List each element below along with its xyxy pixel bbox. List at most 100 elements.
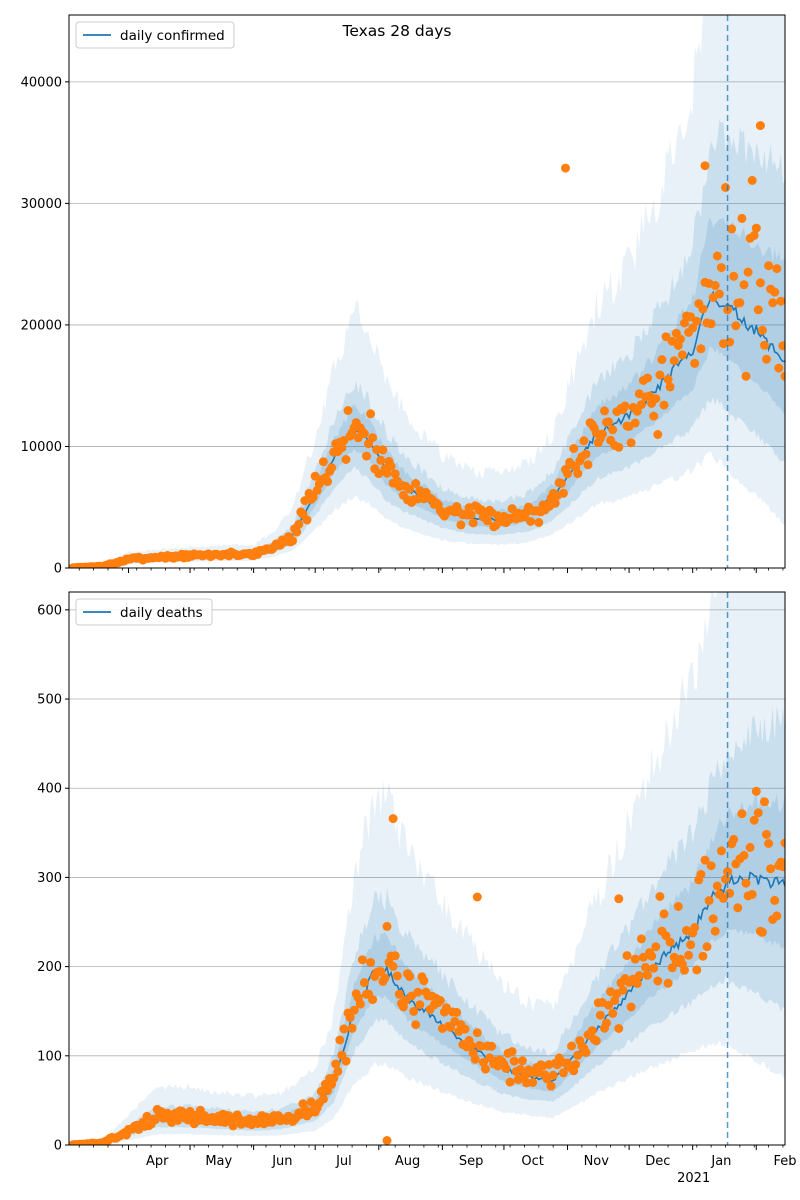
data-point (579, 436, 589, 446)
data-point (677, 350, 687, 360)
confirmed-chart: Texas 28 days 0 10000 20000 30000 40000 daily… (21, 14, 786, 577)
data-point (712, 251, 722, 261)
data-point (680, 318, 689, 328)
y-tick-label: 10000 (21, 440, 62, 455)
data-point (337, 443, 347, 453)
data-point (760, 797, 769, 807)
data-point (614, 1024, 624, 1033)
data-point (329, 1073, 339, 1083)
data-point (638, 952, 648, 962)
data-point (483, 516, 492, 526)
data-point (704, 896, 714, 906)
data-point (729, 271, 739, 281)
data-point (388, 961, 398, 971)
data-point (573, 1050, 583, 1060)
data-point (604, 417, 614, 427)
data-point (411, 1020, 421, 1030)
data-point (335, 1035, 345, 1045)
data-point (698, 951, 708, 961)
y-tick-label: 300 (37, 871, 62, 886)
data-point (770, 895, 780, 905)
outer-band (73, 15, 785, 568)
data-point (632, 979, 642, 988)
data-point (706, 861, 716, 871)
data-point (698, 304, 708, 314)
data-point (686, 312, 696, 322)
data-point (630, 954, 640, 964)
data-point (649, 963, 659, 973)
data-point (355, 999, 365, 1009)
data-point (347, 1023, 357, 1033)
data-point (481, 1064, 490, 1074)
data-point (659, 400, 669, 410)
data-point (675, 334, 685, 344)
chart-title: Texas 28 days (341, 22, 451, 40)
y-tick-label: 100 (37, 1049, 62, 1064)
data-point (653, 976, 663, 986)
data-point (604, 1000, 614, 1010)
data-point (745, 842, 755, 852)
data-point (323, 1086, 332, 1096)
data-point (723, 867, 733, 877)
data-point (392, 971, 402, 981)
data-point (614, 442, 624, 452)
data-point (636, 400, 646, 410)
data-point (595, 1010, 605, 1020)
data-point (741, 371, 751, 381)
data-point (292, 527, 302, 537)
legend: daily deaths (75, 598, 213, 626)
data-point (388, 814, 398, 824)
data-point (731, 321, 741, 331)
y-tick-label: 20000 (21, 318, 62, 333)
y-tick-label: 200 (37, 960, 62, 975)
data-point (528, 1078, 538, 1087)
data-point (556, 478, 566, 488)
data-point (702, 942, 712, 952)
data-point (561, 163, 570, 173)
data-point (690, 358, 700, 368)
data-point (776, 296, 785, 306)
data-point (716, 263, 726, 273)
data-point (591, 1036, 601, 1046)
data-point (714, 289, 724, 299)
data-point (622, 951, 632, 961)
data-point (472, 892, 482, 902)
data-point (663, 978, 673, 988)
legend-label: daily deaths (120, 605, 203, 621)
data-point (747, 889, 757, 899)
data-point (655, 892, 665, 901)
data-point (608, 1008, 618, 1018)
data-point (318, 1094, 328, 1104)
data-point (743, 267, 753, 277)
data-point (753, 305, 763, 315)
data-point (470, 1054, 480, 1064)
data-point (602, 1018, 611, 1028)
data-point (339, 1024, 349, 1034)
data-point (733, 903, 743, 913)
data-point (647, 951, 657, 961)
data-point (661, 332, 671, 342)
x-tick-label: Jul (335, 1154, 352, 1169)
data-point (343, 406, 353, 415)
data-point (700, 161, 710, 171)
data-point (368, 995, 378, 1005)
data-point (411, 479, 421, 488)
y-tick-label: 30000 (21, 197, 62, 212)
data-point (636, 934, 646, 944)
data-point (382, 468, 392, 478)
data-point (739, 850, 749, 860)
data-point (710, 926, 720, 936)
data-point (725, 888, 735, 898)
axes-frame (68, 591, 786, 1146)
data-point (376, 455, 386, 465)
data-point (659, 909, 669, 919)
data-point (712, 881, 722, 891)
data-point (755, 121, 765, 131)
uncertainty-bands (73, 15, 785, 568)
data-point (753, 808, 763, 818)
middle-band (73, 119, 785, 568)
data-point (760, 340, 769, 350)
data-point (515, 1064, 525, 1074)
data-point (460, 1024, 470, 1034)
data-point (366, 958, 376, 967)
